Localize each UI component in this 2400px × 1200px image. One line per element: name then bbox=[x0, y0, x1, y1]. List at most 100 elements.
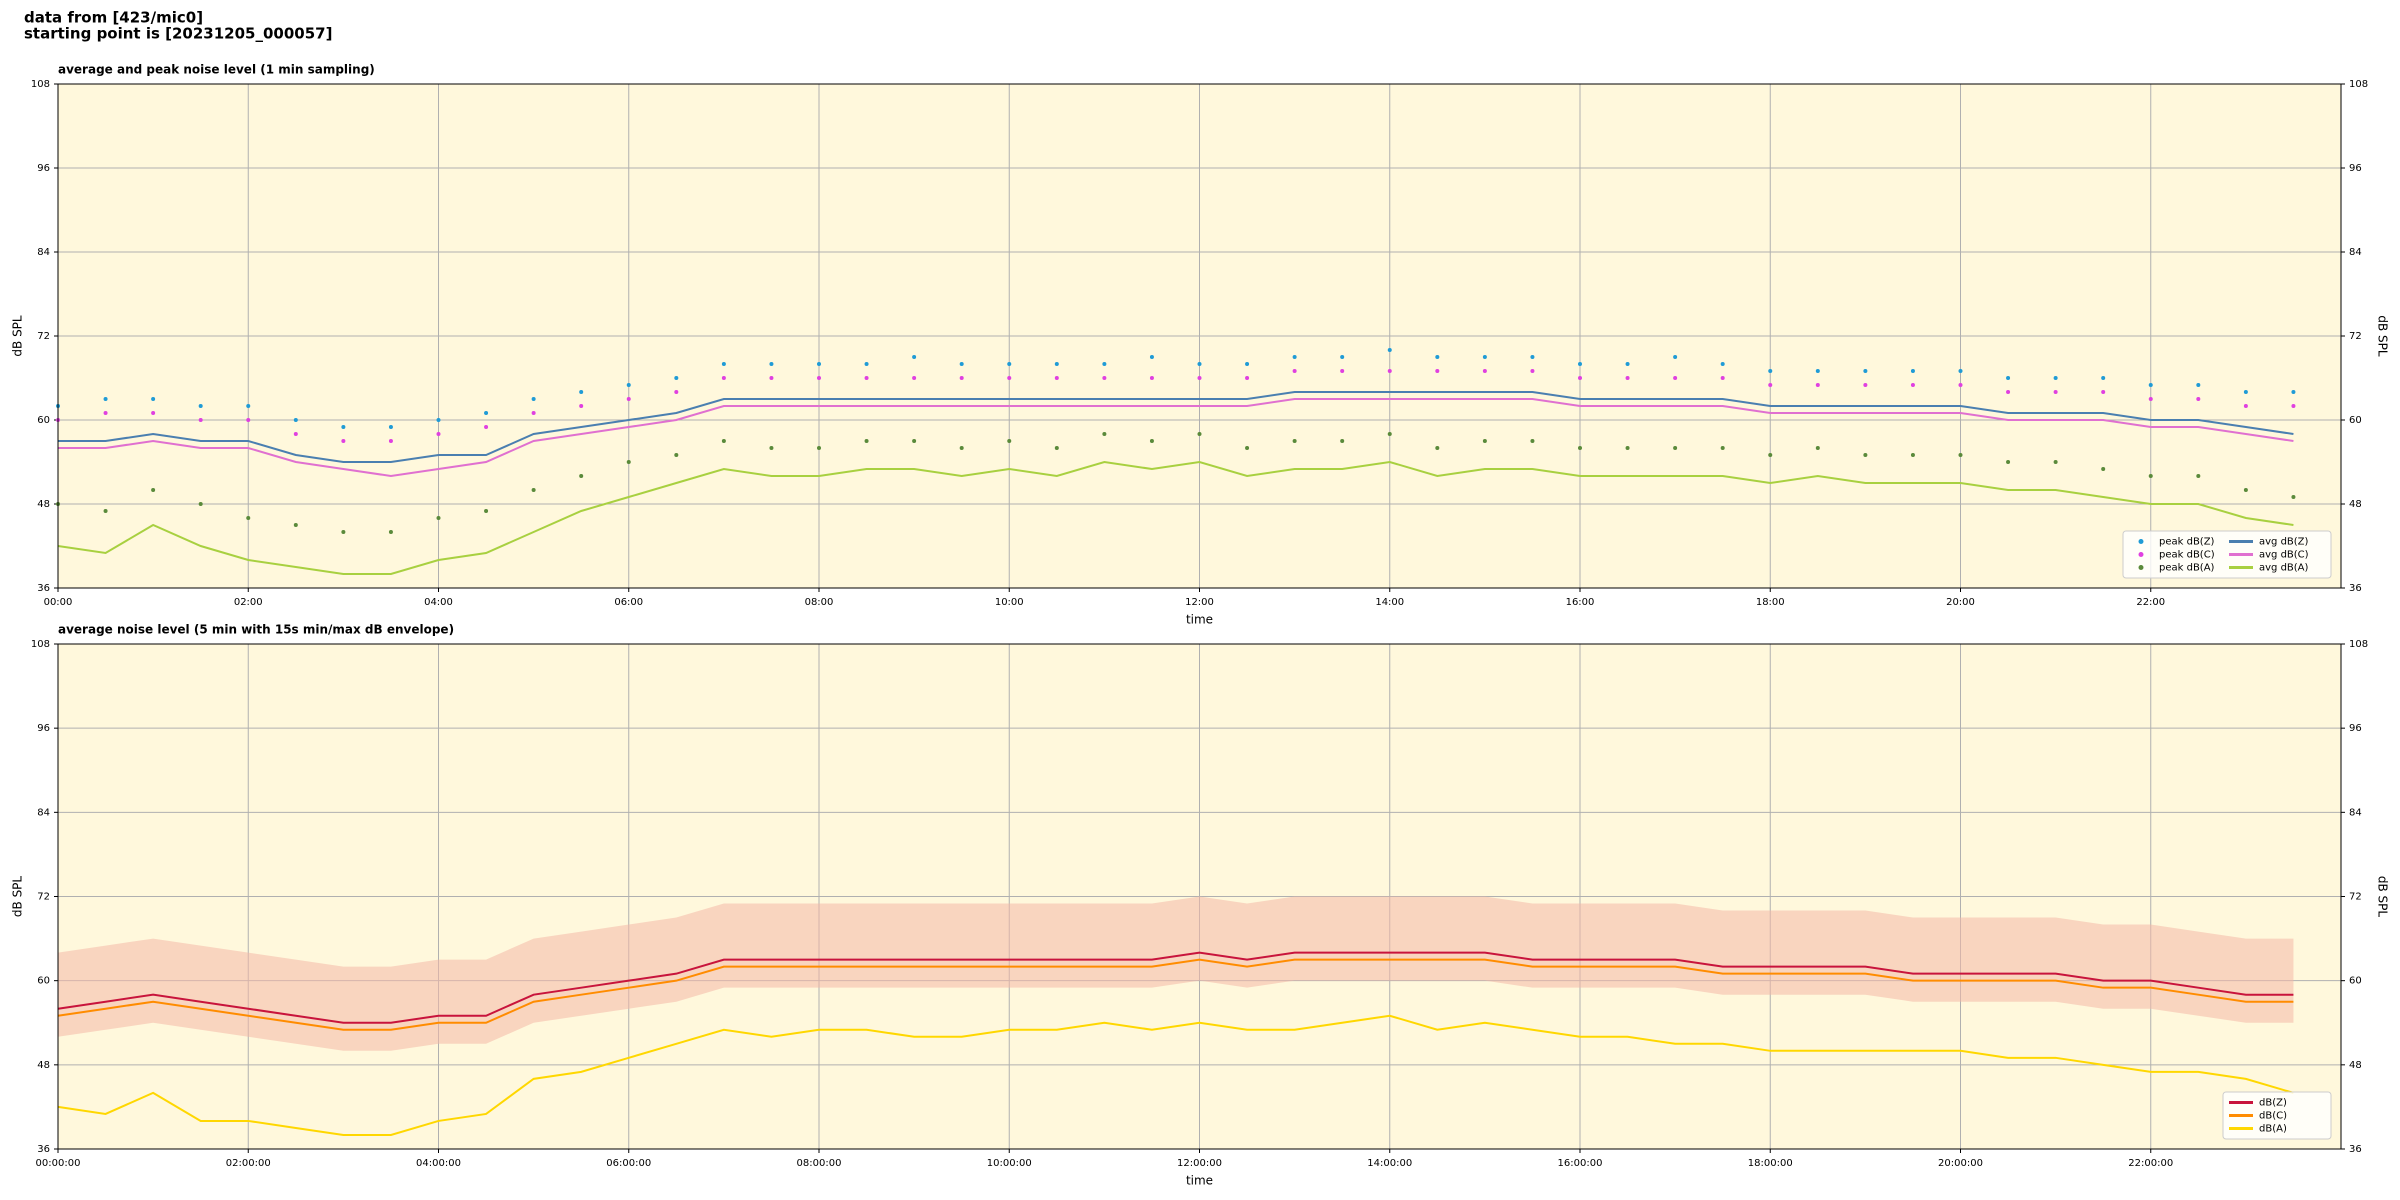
y-tick-label: 36 bbox=[2349, 1144, 2362, 1155]
peak-point bbox=[769, 362, 774, 366]
x-tick-label: 12:00:00 bbox=[1177, 1158, 1222, 1169]
peak-point bbox=[959, 362, 964, 366]
peak-point bbox=[1768, 383, 1773, 387]
header-line: data from [423/mic0] bbox=[24, 9, 203, 27]
series-line bbox=[57, 951, 2294, 1024]
legend-label: avg dB(C) bbox=[2259, 550, 2309, 561]
peak-point bbox=[626, 397, 631, 401]
peak-point bbox=[151, 397, 156, 401]
peak-point bbox=[531, 397, 536, 401]
legend-label: dB(C) bbox=[2259, 1111, 2287, 1122]
peak-point bbox=[1958, 369, 1963, 373]
y-axis-label: dB SPL bbox=[11, 876, 25, 918]
peak-point bbox=[2053, 460, 2058, 464]
y-tick-label: 96 bbox=[37, 723, 50, 734]
peak-point bbox=[1530, 355, 1535, 359]
x-tick-label: 06:00:00 bbox=[606, 1158, 651, 1169]
legend-label: dB(A) bbox=[2259, 1124, 2287, 1135]
peak-point bbox=[2196, 397, 2201, 401]
peak-point bbox=[2243, 390, 2248, 394]
peak-point bbox=[1673, 355, 1678, 359]
peak-point bbox=[1387, 369, 1392, 373]
legend-label: peak dB(A) bbox=[2159, 563, 2215, 574]
peak-point bbox=[103, 509, 108, 513]
peak-point bbox=[1387, 432, 1392, 436]
peak-point bbox=[1578, 362, 1582, 366]
x-axis-label: time bbox=[1186, 1174, 1213, 1188]
peak-point bbox=[2053, 390, 2058, 394]
y-tick-label: 108 bbox=[2349, 79, 2368, 90]
x-tick-label: 18:00 bbox=[1756, 597, 1785, 608]
peak-point bbox=[1482, 355, 1487, 359]
peak-point bbox=[721, 439, 726, 443]
x-tick-label: 08:00 bbox=[805, 597, 834, 608]
peak-point bbox=[1958, 383, 1963, 387]
peak-point bbox=[1720, 362, 1725, 366]
y-axis-label: dB SPL bbox=[2376, 315, 2390, 357]
peak-point bbox=[1863, 369, 1868, 373]
y-tick-label: 60 bbox=[2349, 976, 2362, 987]
peak-point bbox=[103, 411, 108, 415]
peak-point bbox=[1720, 376, 1725, 380]
legend-marker bbox=[2138, 552, 2144, 557]
x-tick-label: 16:00 bbox=[1566, 597, 1595, 608]
peak-point bbox=[1910, 453, 1915, 457]
peak-point bbox=[246, 418, 251, 422]
x-tick-label: 10:00 bbox=[995, 597, 1024, 608]
peak-point bbox=[246, 404, 251, 408]
peak-point bbox=[1625, 446, 1630, 450]
peak-point bbox=[579, 404, 584, 408]
peak-point bbox=[2196, 383, 2201, 387]
peak-point bbox=[1054, 362, 1059, 366]
x-tick-label: 22:00 bbox=[2136, 597, 2165, 608]
peak-point bbox=[1054, 376, 1059, 380]
y-tick-label: 84 bbox=[37, 247, 50, 258]
peak-point bbox=[1245, 446, 1250, 450]
peak-point bbox=[2243, 488, 2248, 492]
peak-point bbox=[1530, 369, 1535, 373]
peak-point bbox=[2196, 474, 2201, 478]
x-tick-label: 06:00 bbox=[614, 597, 643, 608]
y-tick-label: 60 bbox=[2349, 415, 2362, 426]
y-tick-label: 108 bbox=[31, 639, 50, 650]
peak-point bbox=[1340, 369, 1345, 373]
peak-point bbox=[817, 376, 821, 380]
chart-title: average and peak noise level (1 min samp… bbox=[58, 63, 375, 77]
legend-marker bbox=[2138, 539, 2144, 544]
peak-point bbox=[864, 376, 869, 380]
x-tick-label: 14:00 bbox=[1375, 597, 1404, 608]
x-tick-label: 00:00 bbox=[44, 597, 73, 608]
peak-point bbox=[151, 488, 156, 492]
peak-point bbox=[1863, 453, 1868, 457]
peak-point bbox=[1482, 439, 1487, 443]
peak-point bbox=[769, 376, 774, 380]
peak-point bbox=[151, 411, 156, 415]
peak-point bbox=[2148, 383, 2153, 387]
peak-point bbox=[341, 439, 346, 443]
peak-point bbox=[2101, 390, 2106, 394]
peak-point bbox=[2101, 376, 2106, 380]
peak-point bbox=[817, 362, 821, 366]
peak-point bbox=[341, 425, 346, 429]
peak-point bbox=[864, 439, 869, 443]
peak-point bbox=[388, 439, 393, 443]
peak-point bbox=[626, 383, 631, 387]
plot-frame bbox=[57, 643, 2342, 1150]
peak-point bbox=[721, 362, 726, 366]
series-line bbox=[57, 958, 2294, 1031]
y-tick-label: 72 bbox=[37, 331, 50, 342]
peak-point bbox=[1768, 369, 1773, 373]
peak-point bbox=[1149, 355, 1154, 359]
peak-point bbox=[103, 397, 108, 401]
peak-point bbox=[1958, 453, 1963, 457]
peak-point bbox=[1102, 432, 1107, 436]
y-tick-label: 60 bbox=[37, 415, 50, 426]
peak-point bbox=[1625, 376, 1630, 380]
y-tick-label: 36 bbox=[37, 583, 50, 594]
peak-point bbox=[388, 425, 393, 429]
y-tick-label: 60 bbox=[37, 976, 50, 987]
y-tick-label: 96 bbox=[2349, 723, 2362, 734]
peak-point bbox=[531, 411, 536, 415]
chart-title: average noise level (5 min with 15s min/… bbox=[58, 623, 454, 637]
